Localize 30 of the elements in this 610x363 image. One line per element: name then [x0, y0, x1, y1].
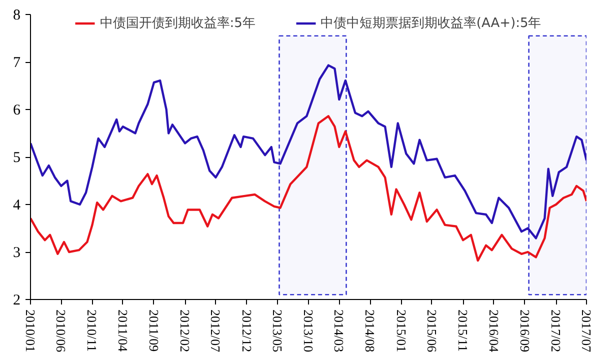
x-tick-label: 2010/11	[84, 310, 100, 352]
y-tick-label: 3	[13, 245, 20, 261]
line-series	[30, 115, 586, 262]
legend-label: 中债国开债到期收益率:5年	[100, 15, 256, 32]
x-tick-label: 2012/12	[239, 310, 254, 352]
x-tick-label: 2013/05	[270, 310, 285, 352]
x-tick-label: 2014/03	[332, 310, 347, 352]
y-tick-label: 6	[13, 102, 21, 118]
x-tick-label: 2012/07	[208, 310, 224, 353]
x-tick-label: 2012/02	[178, 310, 193, 352]
x-tick-label: 2015/06	[424, 310, 440, 353]
x-tick-label: 2014/08	[362, 310, 378, 352]
x-tick-label: 2016/04	[486, 310, 502, 353]
x-tick-label: 2010/06	[54, 310, 69, 353]
x-tick-label: 2013/10	[301, 310, 316, 352]
legend-label: 中债中短期票据到期收益率(AA+):5年	[320, 15, 542, 32]
y-tick-label: 2	[13, 292, 20, 308]
x-tick-label: 2011/04	[115, 310, 130, 352]
x-tick-label: 2011/09	[146, 310, 162, 352]
x-tick-label: 2010/01	[23, 310, 38, 352]
y-tick-label: 7	[13, 55, 21, 71]
x-tick-label: 2015/11	[456, 310, 471, 352]
line-series	[30, 64, 586, 240]
x-tick-label: 2017/07	[579, 310, 594, 353]
x-tick-label: 2015/01	[394, 310, 409, 352]
y-tick-label: 8	[13, 8, 20, 24]
x-tick-label: 2017/02	[548, 310, 564, 352]
y-tick-label: 4	[13, 198, 21, 214]
y-tick-label: 5	[13, 150, 20, 166]
x-tick-label: 2016/09	[517, 310, 532, 352]
